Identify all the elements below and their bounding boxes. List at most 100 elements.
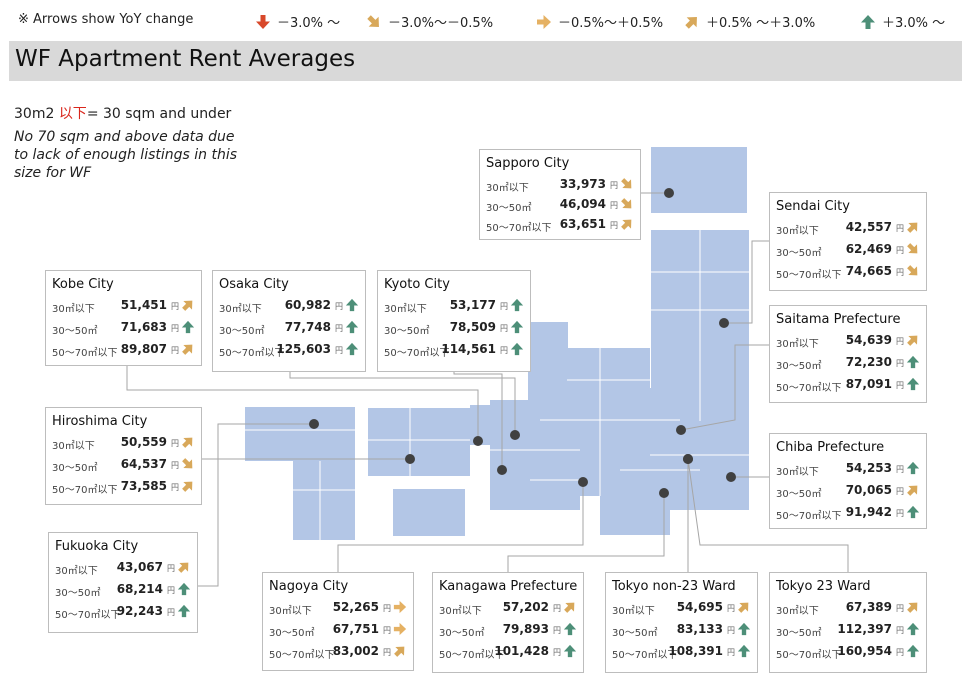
rent-row: 30㎡以下 51,451 円: [52, 297, 195, 315]
rent-value: 50,559: [120, 435, 167, 449]
rent-value: 112,397: [837, 622, 892, 636]
city-box-tokyo-non-23-ward: Tokyo non-23 Ward 30㎡以下 54,695 円 30～50㎡ 83,13…: [605, 572, 758, 673]
city-box-fukuoka-city: Fukuoka City 30㎡以下 43,067 円 30～50㎡ 68,214 円 50～…: [48, 532, 198, 633]
rent-value: 54,695: [676, 600, 723, 614]
connector-line: [507, 493, 665, 572]
arrow-up-icon: [906, 376, 920, 391]
rent-row: 50～70㎡以下 87,091 円: [776, 376, 920, 394]
arrow-up-icon: [177, 603, 191, 618]
rent-row: 30～50㎡ 83,133 円: [612, 621, 751, 639]
size-label: 30～50㎡: [439, 628, 485, 639]
rent-row: 50～70㎡以下 63,651 円: [486, 216, 634, 234]
arrow-upright-icon: [181, 434, 195, 448]
size-label: 30㎡以下: [52, 441, 95, 452]
yen-unit: 円: [500, 324, 508, 333]
rent-row: 50～70㎡以下 74,665 円: [776, 263, 920, 281]
connector-line: [453, 372, 503, 470]
rent-row: 30㎡以下 54,639 円: [776, 332, 920, 350]
rent-row: 50～70㎡以下 108,391 円: [612, 643, 751, 661]
yen-unit: 円: [610, 181, 618, 190]
rent-row: 30～50㎡ 72,230 円: [776, 354, 920, 372]
arrow-right-icon: [393, 621, 407, 636]
arrow-upright-icon: [906, 219, 920, 233]
yen-unit: 円: [383, 648, 391, 657]
title-bar: WF Apartment Rent Averages: [9, 41, 962, 81]
size-label: 50～70㎡以下: [55, 610, 121, 621]
arrow-upright-icon: [906, 482, 920, 496]
rent-value: 83,133: [676, 622, 723, 636]
connector-line: [337, 482, 584, 572]
size-label: 30～50㎡: [776, 489, 822, 500]
rent-row: 30㎡以下 43,067 円: [55, 559, 191, 577]
city-marker: [676, 425, 686, 435]
size-label: 50～70㎡以下: [776, 270, 842, 281]
city-name: Tokyo non-23 Ward: [612, 579, 736, 594]
arrow-downright-icon: [906, 241, 920, 255]
arrow-up-icon: [563, 621, 577, 636]
legend-item-down: －3.0% ～: [255, 12, 340, 31]
legend-note: ※ Arrows show YoY change: [18, 12, 194, 27]
rent-row: 30㎡以下 33,973 円: [486, 176, 634, 194]
arrow-downright-icon: [620, 176, 634, 190]
rent-row: 30～50㎡ 46,094 円: [486, 196, 634, 214]
rent-row: 30～50㎡ 77,748 円: [219, 319, 359, 337]
rent-row: 30㎡以下 60,982 円: [219, 297, 359, 315]
size-label: 50～70㎡以下: [439, 650, 505, 661]
rent-value: 92,243: [116, 604, 163, 618]
arrow-upright-icon: [563, 599, 577, 613]
rent-value: 67,389: [845, 600, 892, 614]
rent-value: 64,537: [120, 457, 167, 471]
city-box-nagoya-city: Nagoya City 30㎡以下 52,265 円 30～50㎡ 67,751 円 50～7…: [262, 572, 414, 671]
size-definition: 30m2 以下= 30 sqm and under: [14, 103, 231, 123]
connector-line: [126, 366, 479, 441]
rent-value: 46,094: [559, 197, 606, 211]
rent-row: 30～50㎡ 68,214 円: [55, 581, 191, 599]
prefecture-shape: [393, 489, 465, 536]
city-name: Chiba Prefecture: [776, 440, 885, 455]
arrow-downright-icon: [181, 456, 195, 470]
rent-row: 30～50㎡ 64,537 円: [52, 456, 195, 474]
legend-label: －0.5%～＋0.5%: [558, 16, 664, 31]
legend-item-right: －0.5%～＋0.5%: [536, 12, 663, 31]
legend-label: －3.0% ～: [277, 16, 341, 31]
rent-value: 87,091: [845, 377, 892, 391]
map-connector-lines: [126, 192, 849, 587]
arrow-right-icon: [393, 599, 407, 614]
rent-row: 50～70㎡以下 83,002 円: [269, 643, 407, 661]
rent-row: 30㎡以下 57,202 円: [439, 599, 577, 617]
rent-value: 70,065: [845, 483, 892, 497]
yen-unit: 円: [167, 608, 175, 617]
size-label: 50～70㎡以下: [269, 650, 335, 661]
yen-unit: 円: [610, 201, 618, 210]
yen-unit: 円: [896, 648, 904, 657]
size-label: 30～50㎡: [52, 463, 98, 474]
city-box-kyoto-city: Kyoto City 30㎡以下 53,177 円 30～50㎡ 78,509 円 50～70…: [377, 270, 531, 372]
arrow-up-icon: [177, 581, 191, 596]
size-label: 30～50㎡: [486, 203, 532, 214]
rent-row: 30㎡以下 53,177 円: [384, 297, 524, 315]
rent-value: 57,202: [502, 600, 549, 614]
arrow-up-icon: [510, 341, 524, 356]
size-label: 30㎡以下: [612, 606, 655, 617]
legend: ※ Arrows show YoY change －3.0% ～ －3.0%～－…: [0, 10, 980, 34]
rent-row: 50～70㎡以下 91,942 円: [776, 504, 920, 522]
yen-unit: 円: [896, 246, 904, 255]
arrow-upright-icon: [181, 478, 195, 492]
city-marker: [510, 430, 520, 440]
rent-value: 74,665: [845, 264, 892, 278]
size-label: 30～50㎡: [776, 248, 822, 259]
city-name: Nagoya City: [269, 579, 349, 594]
arrow-up-icon: [510, 319, 524, 334]
connector-line: [680, 344, 769, 431]
arrow-up-icon: [906, 621, 920, 636]
size-label: 30㎡以下: [384, 304, 427, 315]
connector-line: [724, 240, 769, 324]
size-label: 30㎡以下: [776, 467, 819, 478]
city-marker: [719, 318, 729, 328]
size-label: 30㎡以下: [219, 304, 262, 315]
arrow-upright-icon: [177, 559, 191, 573]
city-marker: [497, 465, 507, 475]
size-label: 50～70㎡以下: [776, 511, 842, 522]
map-prefectures: [245, 147, 749, 540]
size-label: 50～70㎡以下: [52, 485, 118, 496]
